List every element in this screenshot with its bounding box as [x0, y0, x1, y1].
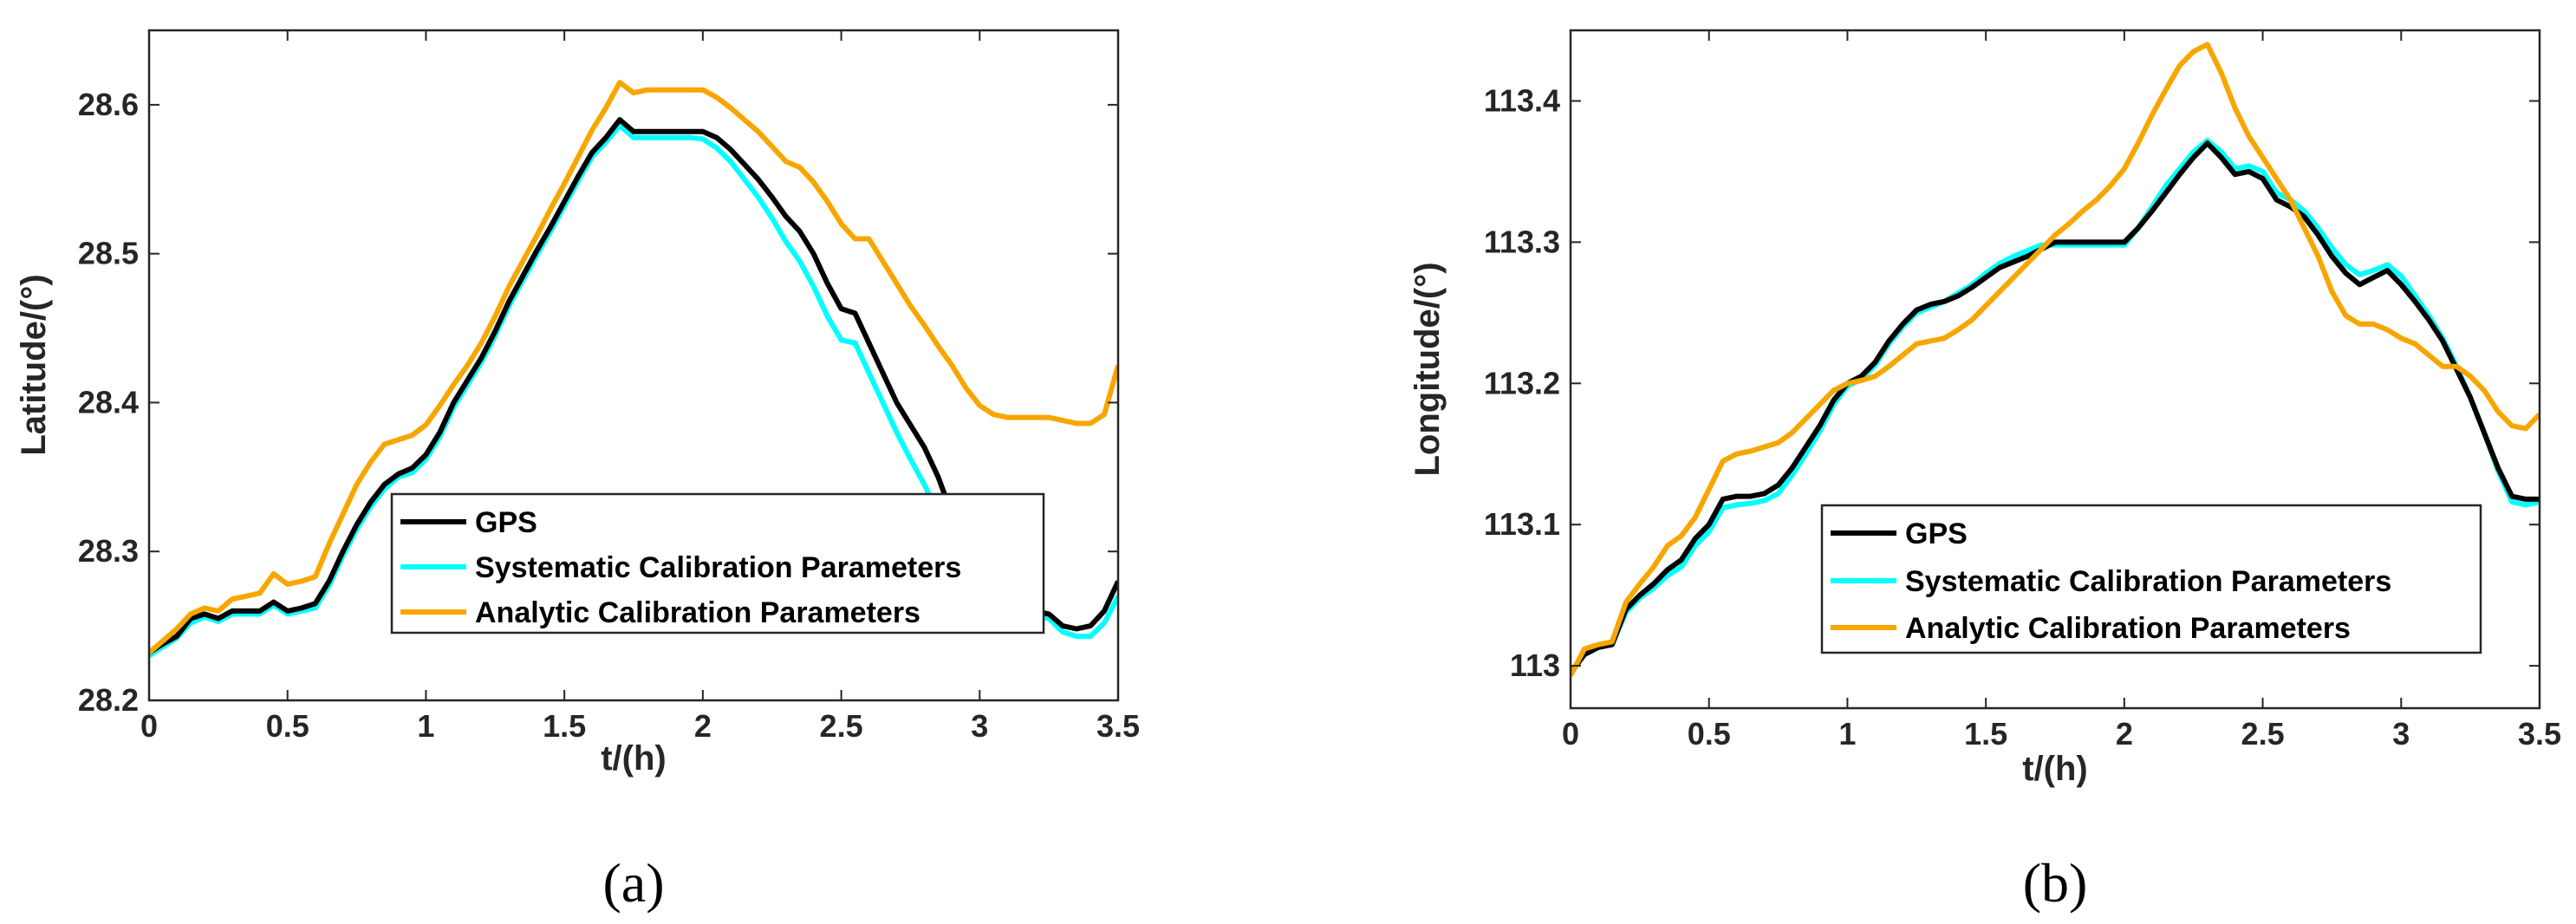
axes-box — [147, 29, 1120, 702]
x-tick-label: 1.5 — [543, 708, 586, 744]
x-tick-label: 2 — [2116, 716, 2133, 752]
y-tick-label: 113.4 — [1484, 82, 1560, 118]
x-tick-label: 0 — [140, 708, 158, 744]
x-axis-ticks: 0 0.5 1 1.5 2 2.5 3 3.5 — [1562, 30, 2561, 752]
y-tick-label: 28.6 — [78, 87, 139, 122]
x-tick-label: 3 — [971, 708, 988, 744]
y-axis-ticks: 113 113.1 113.2 113.3 113.4 — [1484, 82, 2540, 683]
legend-label-gps: GPS — [1905, 517, 1968, 550]
x-tick-label: 3.5 — [2518, 716, 2561, 752]
series-line-analytic — [149, 80, 1118, 655]
x-axis-label: t/(h) — [2022, 750, 2088, 788]
x-tick-label: 2.5 — [820, 708, 863, 744]
legend-label-analytic: Analytic Calibration Parameters — [475, 596, 920, 629]
series-line-analytic — [1571, 42, 2540, 677]
legend-label-systematic: Systematic Calibration Parameters — [475, 551, 961, 584]
panel-b: 0 0.5 1 1.5 2 2.5 3 3.5 113 113.1 113.2 113.3 113.4… — [1408, 29, 2561, 914]
panel-a: 0 0.5 1 1.5 2 2.5 3 3.5 28.2 28.3 28.4 28.5 28.6 t/… — [15, 29, 1140, 914]
panel-label-b: (b) — [2023, 852, 2088, 914]
legend-label-gps: GPS — [475, 506, 537, 539]
panel-label-a: (a) — [602, 852, 664, 914]
x-tick-label: 1 — [1838, 716, 1856, 752]
legend-box — [390, 492, 1045, 634]
y-tick-label: 28.4 — [78, 384, 139, 420]
legend: GPS Systematic Calibration Parameters An… — [390, 492, 1045, 634]
x-axis-ticks: 0 0.5 1 1.5 2 2.5 3 3.5 — [140, 30, 1140, 744]
legend-label-analytic: Analytic Calibration Parameters — [1905, 612, 2351, 645]
legend: GPS Systematic Calibration Parameters An… — [1820, 504, 2482, 654]
y-axis-label: Latitude/(°) — [15, 274, 53, 455]
y-tick-label: 113.3 — [1484, 224, 1560, 259]
axes-box — [1569, 29, 2541, 710]
y-tick-label: 113.2 — [1484, 365, 1560, 400]
x-tick-label: 2 — [694, 708, 712, 744]
series-line-gps — [1571, 140, 2540, 675]
y-tick-label: 113.1 — [1484, 506, 1560, 542]
y-axis-label: Longitude/(°) — [1408, 262, 1447, 476]
x-tick-label: 0 — [1562, 716, 1579, 752]
x-tick-label: 2.5 — [2241, 716, 2285, 752]
x-tick-label: 1.5 — [1964, 716, 2007, 752]
y-tick-label: 28.5 — [78, 236, 139, 271]
x-axis-label: t/(h) — [601, 739, 667, 778]
x-tick-label: 3.5 — [1096, 708, 1140, 744]
legend-box — [1820, 504, 2482, 654]
x-tick-label: 0.5 — [1688, 716, 1731, 752]
x-tick-label: 1 — [417, 708, 434, 744]
y-tick-label: 113 — [1510, 647, 1560, 683]
y-tick-label: 28.2 — [78, 682, 139, 718]
x-tick-label: 0.5 — [266, 708, 309, 744]
legend-label-systematic: Systematic Calibration Parameters — [1905, 565, 2391, 598]
y-tick-label: 28.3 — [78, 533, 139, 569]
series-lines — [1571, 42, 2540, 677]
plot-area: 0 0.5 1 1.5 2 2.5 3 3.5 28.2 28.3 28.4 28.5 28.6 — [78, 29, 1140, 744]
x-tick-label: 3 — [2392, 716, 2410, 752]
y-axis-ticks: 28.2 28.3 28.4 28.5 28.6 — [78, 87, 1118, 718]
